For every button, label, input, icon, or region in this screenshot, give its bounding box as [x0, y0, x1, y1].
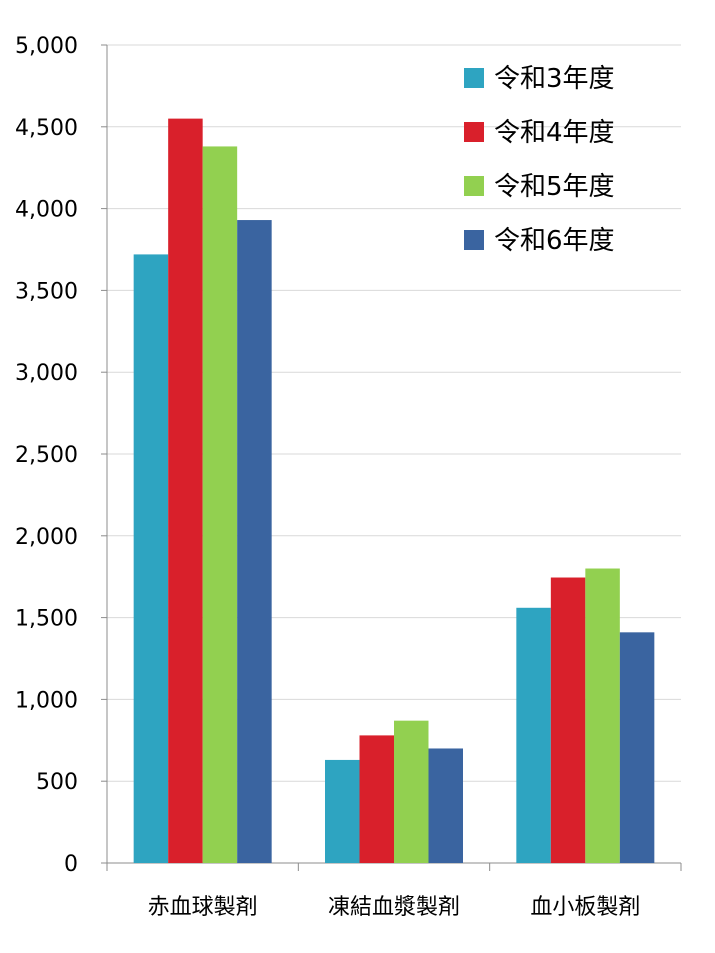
legend-label: 令和3年度 [494, 64, 615, 94]
bars [133, 118, 655, 864]
y-tick-label: 2,500 [15, 443, 78, 468]
legend-label: 令和4年度 [494, 118, 615, 148]
y-tick-label: 4,000 [15, 198, 78, 223]
y-tick-label: 3,000 [15, 361, 78, 386]
bar [619, 632, 655, 863]
y-tick-label: 5,000 [15, 34, 78, 59]
bar [237, 220, 272, 863]
bar [359, 735, 394, 863]
bar [516, 607, 551, 863]
x-category-label: 血小板製剤 [530, 895, 640, 920]
legend-label: 令和5年度 [494, 172, 615, 202]
bar [325, 759, 360, 863]
labels: 0 500 1,000 1,500 2,000 2,500 3,000 3,500 4,000 4… [15, 34, 640, 920]
legend-label: 令和6年度 [494, 226, 615, 256]
bar [428, 748, 463, 863]
bar [394, 720, 429, 863]
y-tick-label: 2,000 [15, 525, 78, 550]
legend-swatch [464, 176, 484, 196]
y-tick-label: 500 [36, 770, 78, 795]
y-tick-label: 4,500 [15, 116, 78, 141]
legend-swatch [464, 230, 484, 250]
y-tick-label: 3,500 [15, 279, 78, 304]
y-tick-label: 1,500 [15, 607, 78, 632]
y-tick-label: 0 [64, 852, 78, 877]
bar [133, 254, 169, 863]
x-category-label: 赤血球製剤 [148, 895, 258, 920]
legend-swatch [464, 68, 484, 88]
bar [168, 118, 203, 864]
x-category-label: 凍結血漿製剤 [328, 895, 460, 920]
bar [550, 577, 586, 863]
legend-swatch [464, 122, 484, 142]
bar [585, 568, 620, 863]
y-tick-label: 1,000 [15, 688, 78, 713]
bar [202, 146, 238, 863]
